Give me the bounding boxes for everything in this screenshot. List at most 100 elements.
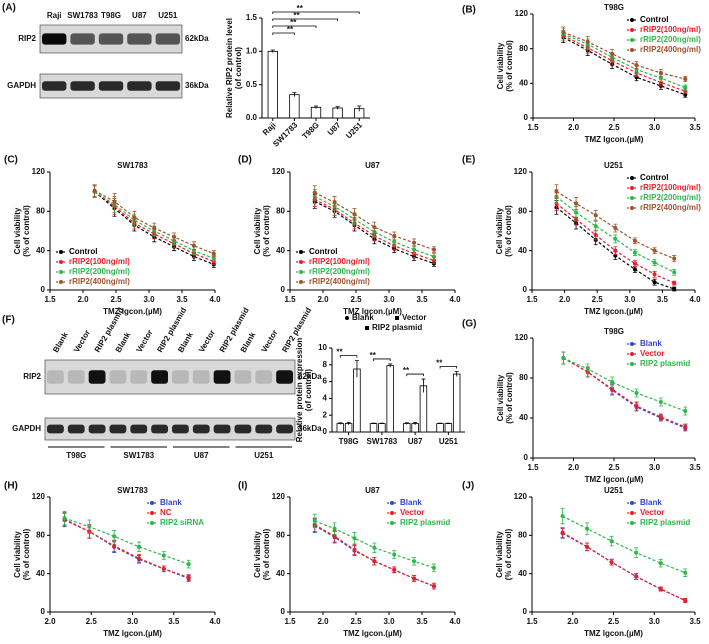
series-line xyxy=(64,518,189,579)
legend-marker xyxy=(630,48,634,52)
data-point xyxy=(332,534,337,539)
data-point xyxy=(332,200,337,205)
lane-label: Raji xyxy=(47,11,62,20)
band xyxy=(67,370,85,384)
x-tick-label: 2.5 xyxy=(86,617,98,626)
x-tick-label: 3.5 xyxy=(168,617,180,626)
error-bar xyxy=(446,422,451,425)
error-bar xyxy=(338,422,343,425)
band xyxy=(192,424,210,434)
legend-marker xyxy=(390,521,394,525)
row-label: GAPDH xyxy=(12,424,41,433)
y-tick-label: 10 xyxy=(318,343,327,352)
x-tick-label: 3.0 xyxy=(143,295,155,304)
legend-marker xyxy=(630,38,634,42)
y-tick-label: 40 xyxy=(36,246,45,255)
data-point xyxy=(683,425,688,429)
panel-label: (E) xyxy=(462,155,475,166)
x-axis-label: TMZ lgcon.(µM) xyxy=(584,629,643,638)
legend-marker xyxy=(59,270,63,274)
legend-label: rRIP2(400ng/ml) xyxy=(640,45,701,54)
band xyxy=(47,370,64,384)
significance-bracket xyxy=(272,11,360,14)
y-tick-label: 80 xyxy=(36,206,45,215)
data-point xyxy=(172,234,177,239)
x-tick-label: 2.5 xyxy=(608,617,620,626)
significance-label: ** xyxy=(287,25,294,34)
legend-marker xyxy=(395,316,399,320)
bar xyxy=(452,373,461,433)
data-point xyxy=(593,213,598,218)
data-point xyxy=(137,544,142,549)
data-point xyxy=(186,562,191,567)
data-point xyxy=(211,251,216,256)
x-tick-label: 4.0 xyxy=(449,617,461,626)
bar xyxy=(411,423,419,433)
legend-label: Vector xyxy=(400,508,424,517)
band xyxy=(213,424,231,434)
y-tick-label: 0 xyxy=(524,113,529,122)
significance-label: ** xyxy=(293,11,300,20)
x-tick-label: 2.0 xyxy=(77,295,89,304)
data-point xyxy=(683,77,688,81)
row-label: RIP2 xyxy=(18,34,36,43)
data-point xyxy=(352,212,357,217)
band xyxy=(88,424,106,434)
error-bar xyxy=(388,363,393,368)
data-point xyxy=(652,260,657,265)
series-line xyxy=(563,357,686,412)
data-point xyxy=(585,39,590,44)
data-point xyxy=(632,238,637,243)
legend-marker xyxy=(59,280,63,284)
x-tick-label: U251 xyxy=(344,120,364,140)
y-tick-label: 120 xyxy=(515,9,529,18)
chart-title: U87 xyxy=(365,161,380,170)
data-point xyxy=(92,188,97,193)
legend-label: RIP2 plasmid xyxy=(400,518,450,527)
y-tick-label: 120 xyxy=(272,167,286,176)
y-tick-label: 0.5 xyxy=(246,80,258,89)
x-tick-label: 2.0 xyxy=(44,617,56,626)
data-point xyxy=(683,409,688,413)
y-tick-label: 0 xyxy=(281,607,286,616)
data-point xyxy=(585,544,590,549)
x-tick-label: 4.0 xyxy=(209,617,221,626)
data-point xyxy=(560,514,565,519)
legend-marker xyxy=(299,280,303,284)
y-axis-label: Cell viability xyxy=(496,42,505,89)
chart-title: SW1783 xyxy=(117,161,148,170)
x-axis-label: TMZ lgcon.(µM) xyxy=(585,475,644,484)
legend-marker xyxy=(150,501,154,505)
significance-label: ** xyxy=(436,359,443,368)
band xyxy=(98,33,124,45)
panel-label: (D) xyxy=(238,155,252,166)
series-line xyxy=(563,35,686,92)
band xyxy=(155,33,180,45)
legend-marker xyxy=(630,206,634,210)
data-point xyxy=(161,566,166,571)
legend-label: rRIP2(400ng/ml) xyxy=(69,277,130,286)
x-tick-label: 2.5 xyxy=(608,123,620,132)
y-tick-label: 80 xyxy=(518,530,527,539)
y-tick-label: 0 xyxy=(281,285,286,294)
x-tick-label: 2.5 xyxy=(110,295,122,304)
significance-bracket xyxy=(339,355,358,358)
bar xyxy=(369,423,378,433)
y-tick-label: 80 xyxy=(276,530,285,539)
data-point xyxy=(634,550,639,555)
band xyxy=(172,424,189,434)
y-axis-label: (% of control) xyxy=(22,528,31,580)
series-line xyxy=(563,357,686,428)
legend-label: Blank xyxy=(352,313,374,322)
lane-label: T98G xyxy=(101,11,121,20)
group-label: U251 xyxy=(254,451,274,460)
data-point xyxy=(672,256,677,261)
data-point xyxy=(574,201,579,206)
significance-label: ** xyxy=(336,348,343,357)
x-tick-label: 4.0 xyxy=(689,295,701,304)
data-point xyxy=(561,30,566,35)
size-label: 62kDa xyxy=(298,372,322,381)
data-point xyxy=(632,267,637,272)
legend-label: rRIP2(100ng/ml) xyxy=(640,183,701,192)
x-axis-label: TMZ lgcon.(µM) xyxy=(585,135,644,144)
